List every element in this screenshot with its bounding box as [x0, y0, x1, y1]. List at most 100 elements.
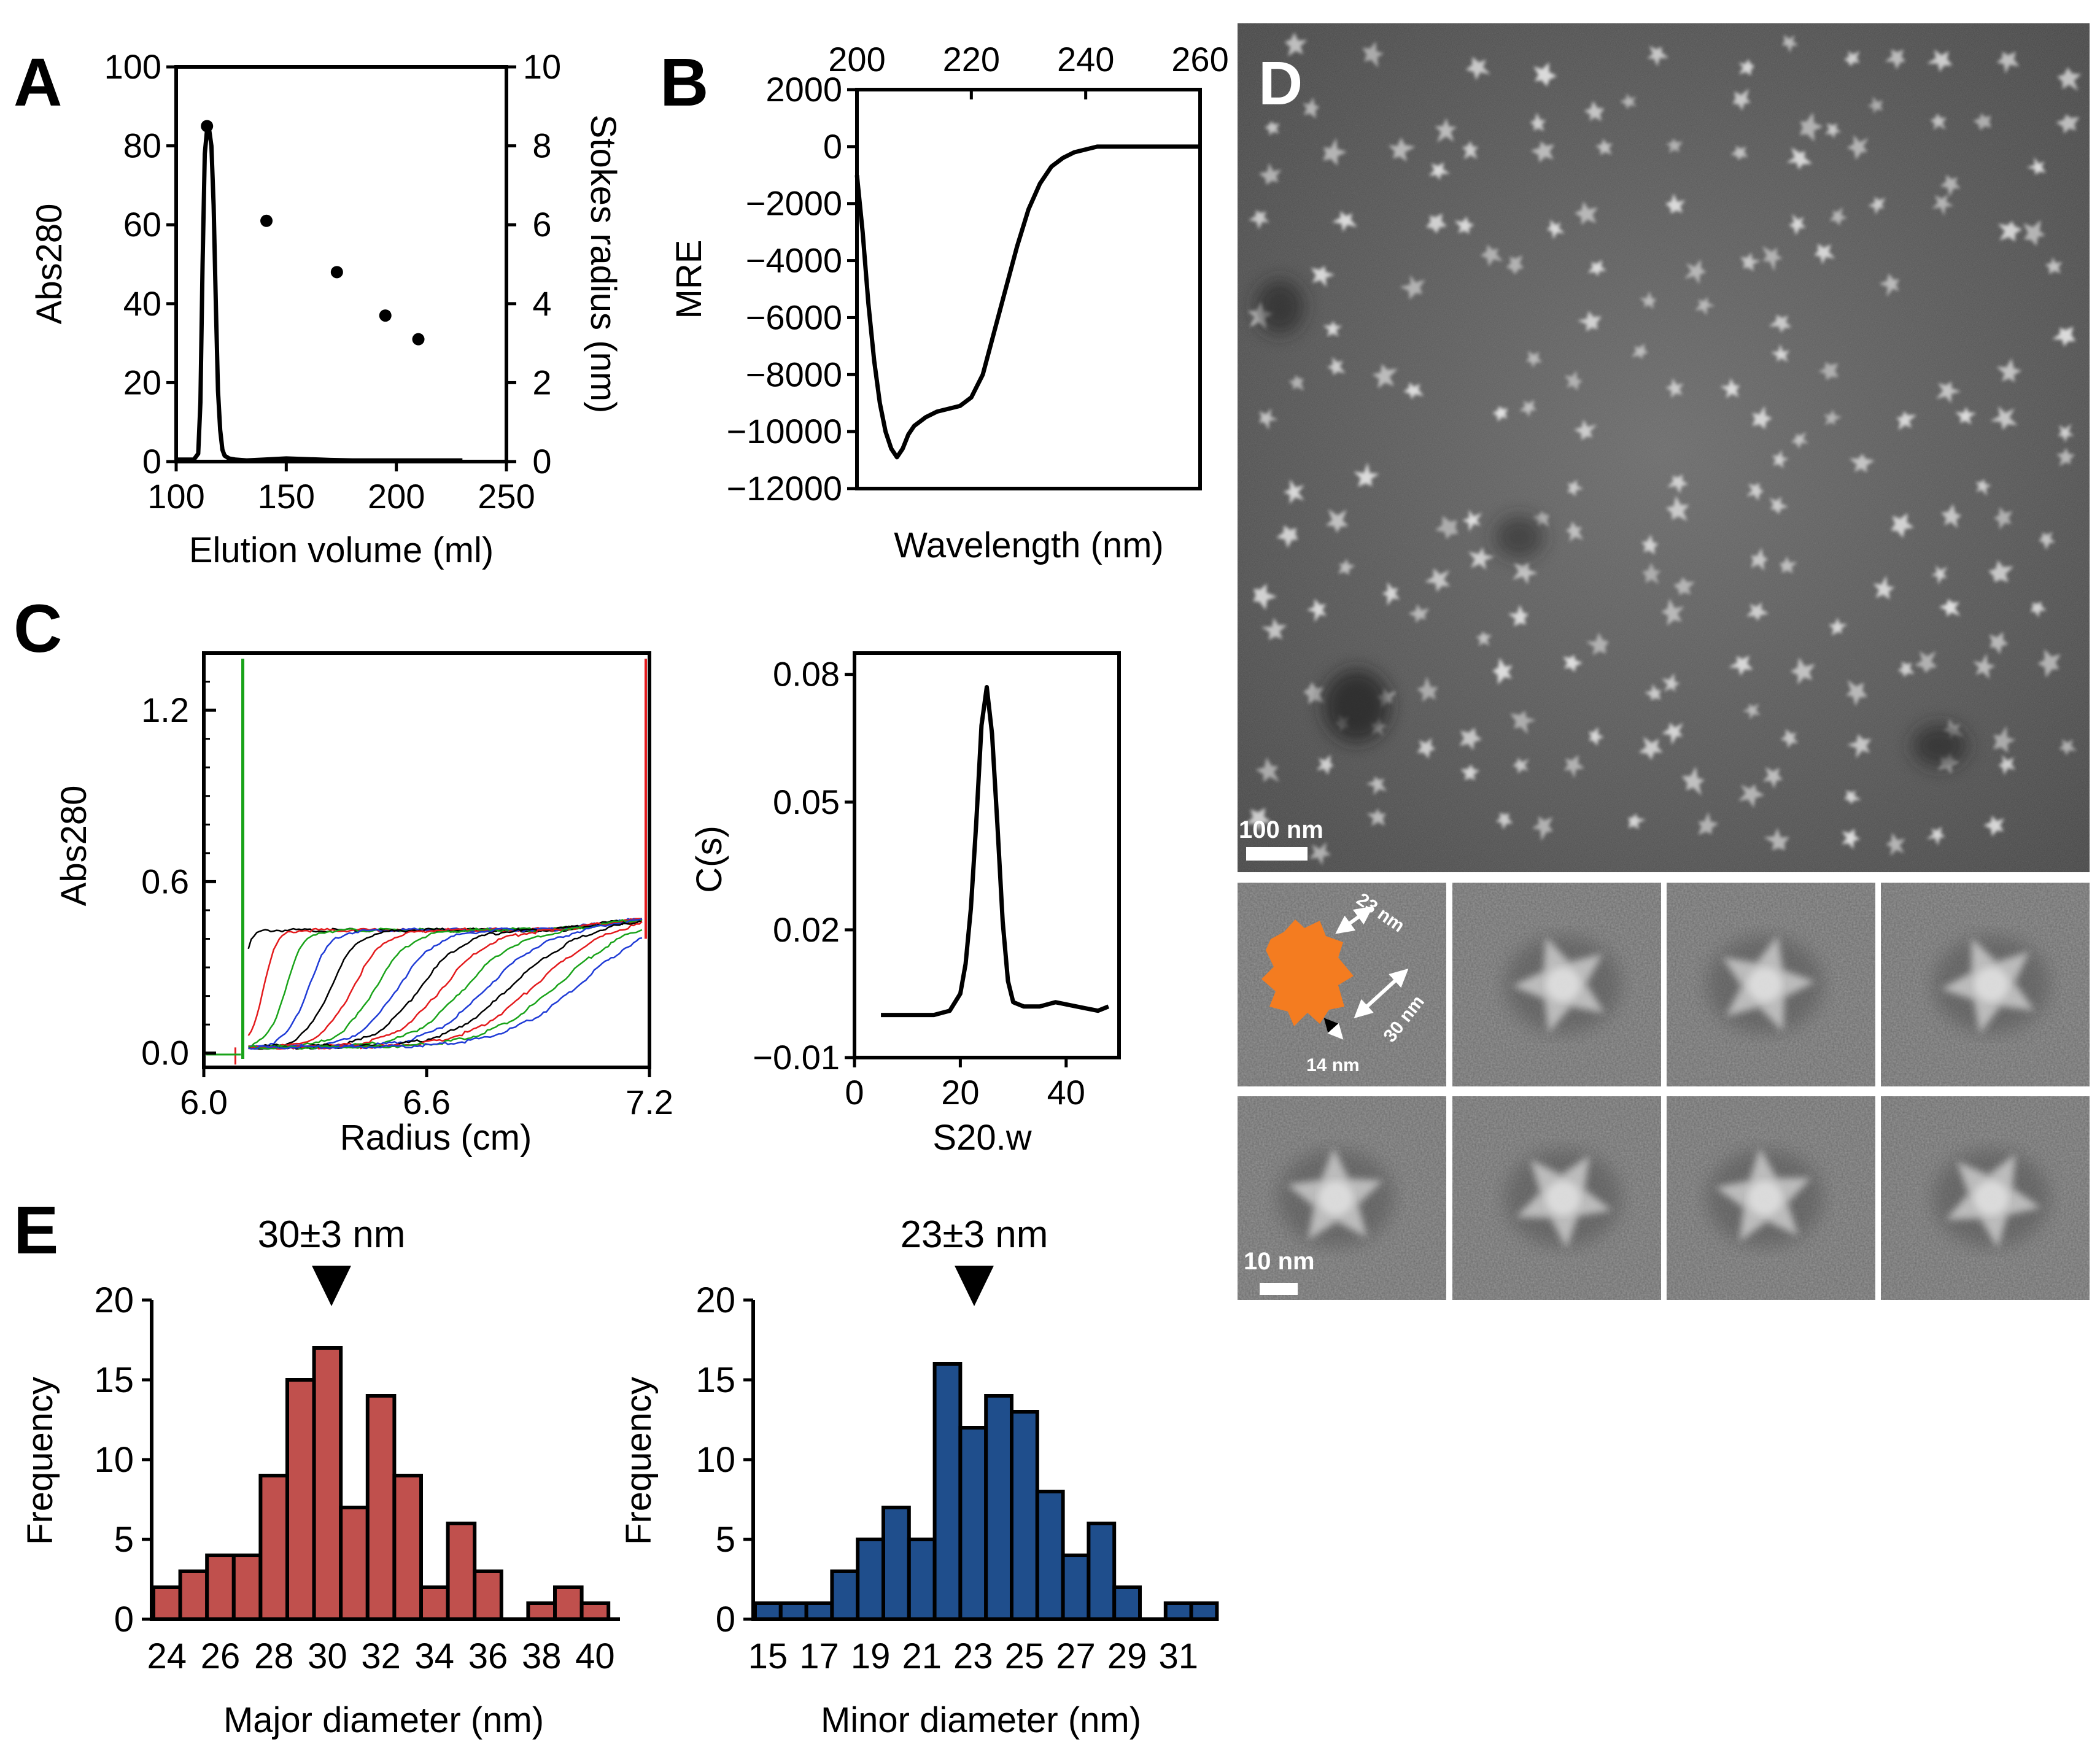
particle: [1366, 776, 1387, 795]
dim-arrow-major: [1354, 968, 1409, 1019]
dim-label-arm: 14 nm: [1306, 1055, 1360, 1075]
particle: [1595, 138, 1613, 155]
y-tick-label: 0.6: [141, 862, 189, 900]
particle: [1988, 560, 2014, 582]
y-tick-label: 15: [695, 1360, 735, 1400]
particle: [1786, 147, 1813, 170]
x-tick-label: 7.2: [626, 1083, 673, 1121]
particle: [1843, 50, 1860, 67]
particle: [1331, 211, 1357, 232]
particle: [2023, 220, 2045, 246]
particle: [1530, 112, 1546, 131]
particle: [1842, 829, 1861, 850]
x-tick-label: 31: [1158, 1636, 1198, 1676]
particle: [1435, 516, 1459, 540]
x-tick-label: 19: [851, 1636, 891, 1676]
hist-bar: [1087, 1522, 1117, 1621]
x-tick-label: 17: [799, 1636, 839, 1676]
particle: [1462, 509, 1482, 532]
particle: [1665, 378, 1684, 398]
particle: [1665, 495, 1689, 521]
y-tick-label: 0.0: [141, 1034, 189, 1072]
stokes-radius-point: [412, 333, 425, 346]
particle: [1584, 101, 1605, 122]
particle: [1253, 583, 1277, 610]
particle: [1564, 370, 1583, 391]
stain-blob: [1912, 724, 1967, 767]
inset-particle-core: [1748, 967, 1782, 1002]
x-tick-label: 32: [361, 1636, 401, 1676]
hist-bar: [1189, 1601, 1219, 1621]
panel-label-b: B: [660, 45, 708, 120]
stokes-radius-point: [379, 309, 392, 322]
particle: [1563, 755, 1585, 778]
x-tick-label: 25: [1005, 1636, 1045, 1676]
x-tick-label: 0: [845, 1073, 864, 1112]
particle: [1885, 49, 1906, 70]
hist-minor-bars: [753, 1362, 1219, 1621]
y-tick-label: 5: [716, 1520, 735, 1560]
particle: [1303, 97, 1320, 118]
y-tick-label: −6000: [746, 298, 842, 336]
hist-major-bars: [152, 1346, 611, 1621]
particle: [1327, 357, 1346, 376]
panel-e-left: 0 5 10 15 20 24 26 28 30 32 34 36 38 40 30±3 nm Major…: [20, 1213, 620, 1740]
inset-particle-core: [1974, 967, 2009, 1002]
hist-major-xlabel: Major diameter (nm): [223, 1700, 544, 1740]
particle: [1546, 219, 1565, 239]
particle: [1338, 558, 1355, 575]
micrograph-insets: [1238, 883, 2090, 1300]
particle: [1781, 34, 1799, 53]
y2-tick-label: 6: [532, 205, 551, 244]
hist-bar: [285, 1378, 316, 1621]
y2-tick-label: 10: [523, 47, 561, 86]
particle: [1362, 41, 1384, 68]
particle: [1990, 406, 2018, 430]
particle: [1665, 193, 1686, 214]
particle: [1513, 757, 1530, 774]
scale-label-10nm: 10 nm: [1244, 1248, 1315, 1275]
y-tick-label: 40: [123, 284, 161, 323]
particle: [2045, 257, 2063, 274]
particle: [1666, 138, 1683, 153]
plot-a-frame: [174, 65, 508, 463]
hist-minor-annotation: 23±3 nm: [901, 1213, 1048, 1256]
particle: [2056, 447, 2075, 466]
y2-tick-label: 4: [532, 284, 551, 323]
particle: [1998, 755, 2016, 775]
x-tick-label: 150: [258, 477, 315, 516]
particle: [1662, 722, 1684, 745]
hist-major-ylabel: Frequency: [20, 1377, 60, 1545]
particle: [1495, 813, 1513, 830]
particle: [1823, 409, 1842, 425]
particle: [1955, 407, 1977, 425]
particle: [1769, 315, 1792, 333]
particle: [1791, 432, 1809, 449]
panel-e-right: 0 5 10 15 20 15 17 19 21 23 25 27 29 31 23±3 nm Minor…: [619, 1213, 1219, 1740]
y-tick-label: 80: [123, 126, 161, 165]
particle: [1825, 123, 1842, 139]
plot-c2-ylabel: C(s): [689, 826, 729, 893]
particle: [1417, 676, 1438, 702]
particle: [1746, 602, 1769, 621]
particle: [1306, 598, 1327, 622]
particle: [1764, 827, 1790, 851]
inset-particle-core: [1974, 1181, 2009, 1215]
particle: [1638, 737, 1663, 761]
particle: [1476, 631, 1492, 646]
hist-bar: [1010, 1410, 1039, 1621]
particle: [1255, 757, 1280, 783]
particle: [1930, 113, 1947, 130]
y-tick-label: 10: [695, 1440, 735, 1480]
particle: [1565, 521, 1584, 542]
particle: [1720, 378, 1740, 398]
hist-bar: [1163, 1601, 1193, 1621]
particle: [1996, 52, 2020, 74]
particle: [1428, 162, 1451, 180]
particle: [1642, 562, 1661, 584]
hist-minor-ylabel: Frequency: [619, 1377, 659, 1545]
particle: [1790, 657, 1815, 685]
inset-particle-core: [1319, 1181, 1353, 1215]
scan-trace: [248, 937, 643, 1050]
